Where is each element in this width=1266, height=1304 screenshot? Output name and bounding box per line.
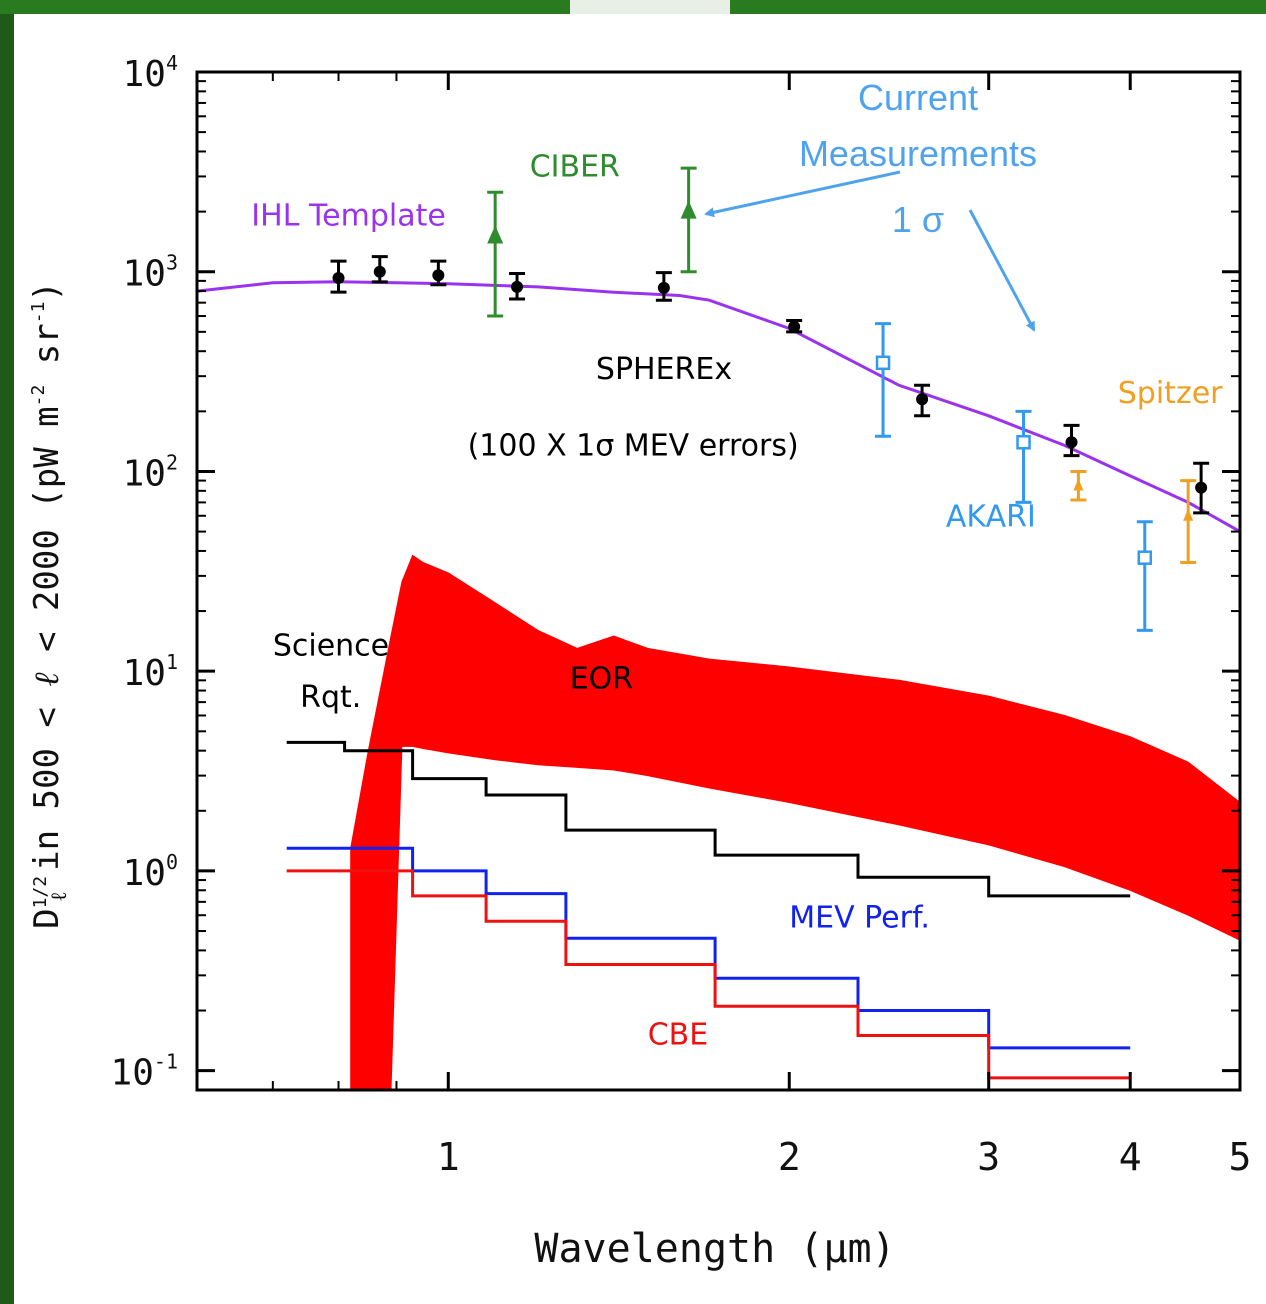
y-tick-label-base: 10 bbox=[111, 1053, 154, 1094]
y-tick-label: 102 bbox=[123, 450, 178, 494]
spherex-marker bbox=[432, 269, 445, 282]
label-ihl: IHL Template bbox=[251, 199, 446, 234]
y-tick-label-base: 10 bbox=[123, 54, 166, 95]
annotation-arrow-ihl bbox=[968, 209, 1036, 332]
spherex-marker bbox=[1195, 481, 1208, 494]
spitzer-marker bbox=[1183, 508, 1194, 521]
y-tick-label-exponent: 2 bbox=[166, 450, 178, 474]
datapoints-layer bbox=[330, 166, 1210, 632]
ciber-marker bbox=[680, 200, 697, 219]
current-measurements-annotation: Current Measurements 1 σ bbox=[704, 77, 1037, 332]
y-tick-label-exponent: -1 bbox=[154, 1050, 178, 1074]
x-axis-title: Wavelength (μm) bbox=[534, 1226, 895, 1272]
y-tick-label: 10-1 bbox=[111, 1050, 178, 1094]
label-cbe: CBE bbox=[648, 1018, 708, 1053]
spitzer-point bbox=[1180, 479, 1197, 565]
ciber-marker bbox=[487, 225, 504, 244]
ihl-template-line bbox=[196, 280, 1241, 533]
y-tick-label-exponent: 1 bbox=[166, 650, 178, 674]
akari-point bbox=[1136, 520, 1153, 632]
cbe-step-line bbox=[286, 869, 1131, 1080]
spherex-marker bbox=[332, 272, 345, 285]
spherex-marker bbox=[373, 265, 386, 278]
x-tick-label: 1 bbox=[437, 1135, 460, 1179]
label-mev-errors: (100 X 1σ MEV errors) bbox=[468, 429, 799, 464]
akari-marker bbox=[875, 355, 891, 371]
label-eor: EOR bbox=[570, 661, 633, 696]
eor-band-layer bbox=[350, 554, 1241, 1091]
spherex-marker bbox=[1065, 436, 1078, 449]
label-spherex: SPHEREx bbox=[596, 352, 732, 387]
annotation-line-measurements: Measurements bbox=[799, 133, 1037, 174]
akari-marker bbox=[1137, 550, 1153, 565]
spherex-marker bbox=[916, 393, 929, 406]
spherex-marker bbox=[511, 280, 524, 293]
label-ciber: CIBER bbox=[530, 149, 620, 184]
x-tick-label: 3 bbox=[977, 1135, 1000, 1179]
y-tick-label-exponent: 4 bbox=[166, 51, 178, 75]
x-tick-label: 5 bbox=[1229, 1135, 1252, 1179]
annotation-line-current: Current bbox=[858, 77, 978, 118]
y-tick-label-base: 10 bbox=[123, 254, 166, 295]
ciber-point bbox=[680, 166, 697, 274]
y-tick-label: 100 bbox=[123, 850, 178, 894]
plot-frame bbox=[195, 70, 1242, 1092]
eor-band bbox=[350, 554, 1241, 1091]
spherex-marker bbox=[788, 320, 801, 333]
y-tick-label-base: 10 bbox=[123, 653, 166, 694]
label-science: Science bbox=[273, 628, 389, 663]
y-tick-label: 103 bbox=[123, 251, 178, 295]
window-tab bbox=[570, 0, 730, 14]
series-labels-layer: IHL Template CIBER SPHEREx (100 X 1σ MEV er… bbox=[251, 149, 1223, 1052]
y-tick-label-exponent: 3 bbox=[166, 251, 178, 275]
mev-perf-step-line bbox=[286, 846, 1131, 1050]
spherex-point bbox=[786, 318, 803, 334]
spherex-point bbox=[509, 271, 526, 301]
annotation-arrow-ciber bbox=[704, 170, 901, 218]
ciber-point bbox=[487, 190, 504, 318]
spherex-point bbox=[655, 271, 672, 302]
label-mev-perf: MEV Perf. bbox=[789, 901, 930, 936]
x-tick-label: 2 bbox=[778, 1135, 801, 1179]
akari-point bbox=[1015, 409, 1032, 504]
y-tick-label: 101 bbox=[123, 650, 178, 694]
label-rqt: Rqt. bbox=[300, 680, 361, 715]
spherex-point bbox=[914, 383, 931, 418]
y-tick-label: 104 bbox=[123, 51, 178, 95]
spherex-point bbox=[430, 259, 447, 287]
spherex-point bbox=[1193, 461, 1210, 515]
window-left-border bbox=[0, 14, 14, 1304]
x-tick-label: 4 bbox=[1119, 1135, 1142, 1179]
label-akari: AKARI bbox=[946, 500, 1036, 535]
science-rqt-step-line bbox=[286, 740, 1131, 898]
spherex-marker bbox=[657, 281, 670, 294]
akari-marker bbox=[1016, 435, 1031, 450]
y-tick-label-exponent: 0 bbox=[166, 850, 178, 874]
spherex-point bbox=[330, 259, 347, 294]
annotation-line-sigma: 1 σ bbox=[892, 199, 944, 240]
series-layer bbox=[196, 280, 1241, 1080]
spitzer-marker bbox=[1073, 478, 1084, 491]
y-tick-label-base: 10 bbox=[123, 453, 166, 494]
label-spitzer: Spitzer bbox=[1118, 376, 1223, 411]
spherex-point bbox=[1063, 423, 1080, 458]
akari-point bbox=[875, 322, 892, 438]
spherex-point bbox=[371, 255, 388, 284]
y-axis-title: D1/2ℓ in 500 < ℓ < 2000 (pW m-2 sr-1) bbox=[27, 281, 72, 929]
y-tick-label-base: 10 bbox=[123, 853, 166, 894]
spitzer-point bbox=[1070, 469, 1087, 502]
